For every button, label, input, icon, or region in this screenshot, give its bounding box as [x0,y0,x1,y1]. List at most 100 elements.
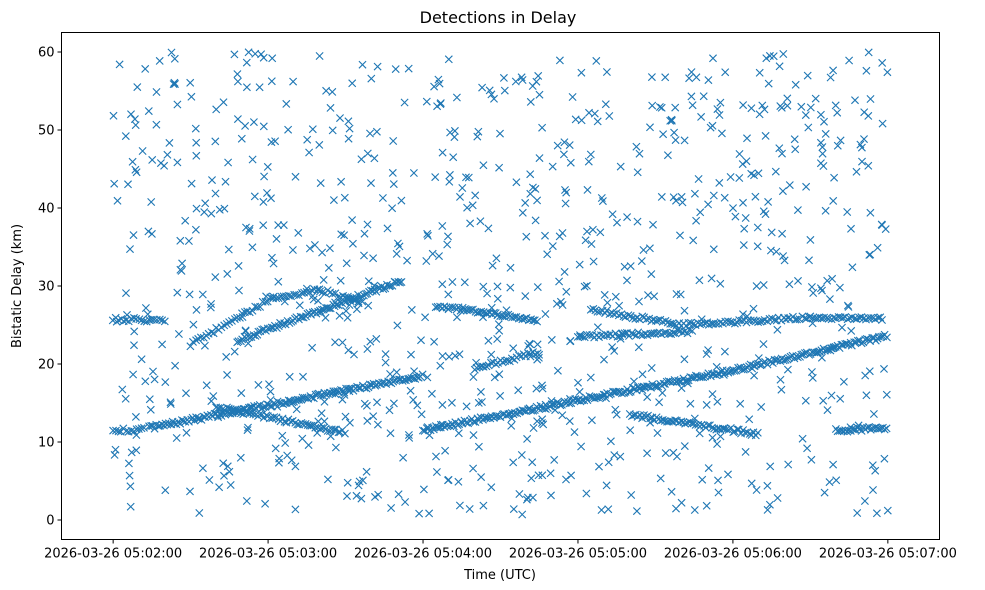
data-point [452,93,461,102]
data-point [385,406,394,415]
data-point [479,313,487,322]
data-point [444,475,453,484]
data-point [530,316,539,325]
data-point [397,278,406,286]
data-point [521,292,530,301]
x-tick-label: 2026-03-26 05:05:00 [509,547,647,562]
data-point [533,283,542,292]
data-point [423,423,432,432]
data-point [348,239,357,248]
data-point [493,311,502,320]
data-point [528,493,537,502]
data-point [348,216,357,225]
data-point [721,68,730,77]
data-point [779,252,788,261]
data-point [230,405,239,414]
data-point [708,423,716,432]
data-point [818,286,826,295]
data-point [700,319,709,328]
data-point [677,417,686,426]
data-point [161,486,170,495]
data-point [308,125,317,134]
data-point [626,426,635,435]
data-point [230,347,239,356]
data-point [763,481,772,490]
data-point [170,78,179,87]
data-point [866,250,875,259]
data-point [715,111,724,119]
data-point [615,301,624,310]
data-point [704,76,713,85]
data-point [616,334,625,343]
data-point [220,471,228,480]
data-point [633,313,642,322]
data-point [282,99,291,108]
data-point [498,358,507,367]
data-point [716,432,725,441]
data-point [730,319,739,328]
data-point [259,122,268,131]
data-point [509,344,518,353]
data-point [853,509,862,517]
data-point [344,346,353,355]
data-point [658,416,667,424]
data-point [669,193,678,202]
data-point [852,167,861,176]
data-point [303,135,312,144]
data-point [741,428,750,437]
data-point [397,196,406,205]
data-point [225,467,234,476]
data-point [528,458,537,467]
data-point [265,380,273,389]
y-tick-label: 0 [46,514,54,529]
data-point [195,509,204,517]
data-point [780,256,789,265]
data-point [226,481,235,489]
data-point [150,375,159,384]
data-point [389,180,398,189]
data-point [747,104,756,113]
data-point [720,193,729,202]
data-point [688,101,697,110]
data-point [115,60,124,69]
data-point [726,318,735,327]
data-point [826,73,835,82]
data-point [803,444,812,453]
data-point [435,79,444,88]
data-point [741,214,750,222]
data-point [275,454,284,463]
data-point [847,224,855,233]
data-point [345,387,354,396]
data-point [417,410,426,419]
data-point [566,394,574,403]
data-point [315,140,324,149]
data-point [583,227,591,236]
data-point [704,200,713,209]
data-point [308,343,317,352]
data-point [369,412,378,421]
data-point [848,263,857,272]
data-point [131,412,140,421]
data-point [182,389,190,398]
data-point [709,54,717,63]
data-point [808,373,817,382]
data-point [801,396,810,405]
data-point [316,287,324,296]
data-point [820,313,829,322]
data-point [838,323,846,332]
data-point [533,340,542,349]
data-point [314,417,323,426]
data-point [745,415,754,424]
data-point [113,196,122,205]
data-point [317,305,326,314]
data-point [202,381,211,390]
data-point [704,464,713,473]
data-point [555,277,564,286]
data-point [821,129,830,138]
data-point [833,141,842,150]
data-point [305,148,314,157]
data-point [829,460,838,469]
data-point [847,341,856,350]
data-point [307,421,316,430]
